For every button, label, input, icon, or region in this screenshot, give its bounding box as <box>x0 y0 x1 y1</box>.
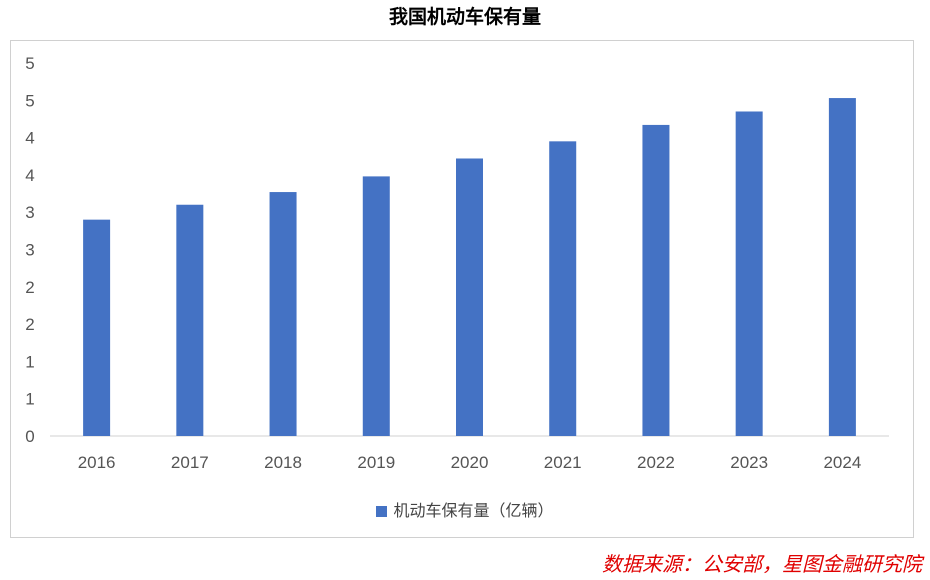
bar <box>642 124 670 436</box>
x-tick-label: 2016 <box>78 453 116 472</box>
bar <box>362 176 390 436</box>
x-tick-label: 2017 <box>171 453 209 472</box>
x-tick-label: 2019 <box>357 453 395 472</box>
x-tick-label: 2018 <box>264 453 302 472</box>
y-tick-label: 1 <box>25 352 34 371</box>
x-tick-label: 2022 <box>637 453 675 472</box>
y-tick-label: 2 <box>25 278 34 297</box>
bar <box>176 204 204 436</box>
y-tick-label: 3 <box>25 241 34 260</box>
y-tick-label: 4 <box>25 129 34 148</box>
chart-frame <box>10 40 914 538</box>
x-tick-label: 2023 <box>730 453 768 472</box>
x-tick-label: 2024 <box>823 453 861 472</box>
bar <box>735 111 763 437</box>
y-tick-label: 4 <box>25 166 34 185</box>
x-tick-label: 2020 <box>451 453 489 472</box>
chart-title: 我国机动车保有量 <box>388 6 541 28</box>
bar <box>828 98 856 436</box>
y-tick-label: 0 <box>25 427 34 446</box>
source-note: 数据来源：公安部，星图金融研究院 <box>602 552 922 576</box>
y-tick-label: 5 <box>25 91 34 110</box>
bar <box>549 141 577 436</box>
x-tick-label: 2021 <box>544 453 582 472</box>
y-tick-label: 1 <box>25 390 34 409</box>
legend: 机动车保有量（亿辆） <box>0 497 930 521</box>
y-tick-label: 2 <box>25 315 34 334</box>
bar <box>456 158 483 436</box>
y-tick-label: 5 <box>25 54 34 73</box>
legend-swatch <box>376 506 388 517</box>
legend-label: 机动车保有量（亿辆） <box>393 501 554 520</box>
bar <box>269 192 297 436</box>
y-tick-label: 3 <box>25 203 34 222</box>
bar <box>83 219 111 436</box>
